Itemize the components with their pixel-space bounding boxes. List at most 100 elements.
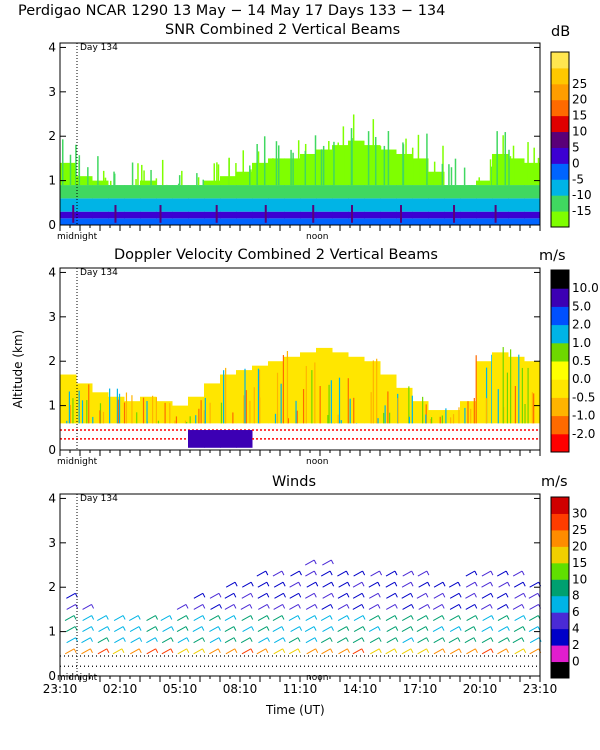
x-tick-label: 23:10 — [43, 682, 78, 696]
x-tick-label: 08:10 — [223, 682, 258, 696]
colorbar-swatch — [551, 306, 569, 326]
colorbar-swatch — [551, 115, 569, 133]
x-axis-label: Time (UT) — [266, 703, 325, 717]
panel-1-ytick-label: 1 — [48, 174, 56, 188]
panel-3-ytick-label: 0 — [48, 669, 56, 683]
panel-3-ytick-label: 1 — [48, 625, 56, 639]
panel-2-ytick-label: 0 — [48, 443, 56, 457]
colorbar-swatch — [551, 67, 569, 85]
panel-1-ytick-label: 4 — [48, 40, 56, 54]
x-tick-label: 02:10 — [103, 682, 138, 696]
colorbar-swatch — [551, 497, 569, 514]
panel-2-colorbar-label: -2.0 — [572, 427, 595, 441]
x-tick-label: 14:10 — [343, 682, 378, 696]
page-title: Perdigao NCAR 1290 13 May − 14 May 17 Da… — [18, 3, 446, 19]
colorbar-swatch — [551, 628, 569, 646]
panel-1-ytick-label: 3 — [48, 85, 56, 99]
panel-3-colorbar-label: 8 — [572, 589, 580, 603]
panel-3-colorbar-label: 30 — [572, 506, 587, 520]
panel-1-colorbar-frame — [550, 51, 570, 228]
panel-1-colorbar-label: 10 — [572, 125, 587, 139]
colorbar-swatch — [551, 324, 569, 344]
panel-1-midnight-label: midnight — [57, 232, 98, 242]
colorbar-swatch — [551, 562, 569, 580]
colorbar-swatch — [551, 195, 569, 212]
panel-3-ytick-label: 3 — [48, 536, 56, 550]
panel-3-colorbar-label: 10 — [572, 572, 587, 586]
panel-2-colorbar-label: -0.5 — [572, 390, 595, 404]
panel-2-title: Doppler Velocity Combined 2 Vertical Bea… — [114, 247, 438, 263]
colorbar-swatch — [551, 52, 569, 69]
colorbar-swatch — [551, 415, 569, 435]
panel-3-day-marker: Day 134 — [80, 494, 118, 504]
colorbar-swatch — [551, 211, 569, 228]
panel-2-ytick-label: 4 — [48, 265, 56, 279]
panel-1-unit: dB — [551, 24, 571, 40]
colorbar-swatch — [551, 179, 569, 196]
panel-2-ytick-label: 1 — [48, 399, 56, 413]
colorbar-swatch — [551, 99, 569, 117]
panel-3-colorbar-label: 4 — [572, 622, 580, 636]
panel-2-colorbar-frame — [550, 269, 570, 453]
panel-1-ytick-label: 0 — [48, 218, 56, 232]
panel-1-day-marker: Day 134 — [80, 43, 118, 53]
panel-3-colorbar-label: 15 — [572, 556, 587, 570]
colorbar-swatch — [551, 131, 569, 148]
colorbar-swatch — [551, 612, 569, 630]
panel-1-plot — [60, 114, 541, 225]
panel-2-colorbar-label: 1.0 — [572, 336, 591, 350]
panel-1-colorbar-label: -5 — [572, 172, 584, 186]
panel-3-colorbar-label: 20 — [572, 539, 587, 553]
x-tick-label: 20:10 — [463, 682, 498, 696]
panel-1-ytick-label: 2 — [48, 129, 56, 143]
panel-3-colorbar-label: 0 — [572, 655, 580, 669]
panel-2-midnight-label: midnight — [57, 457, 98, 467]
panel-3-midnight-label: midnight — [57, 673, 98, 683]
panel-2-colorbar — [551, 270, 569, 453]
colorbar-swatch — [551, 270, 569, 289]
panel-1-colorbar-label: 5 — [572, 140, 580, 154]
colorbar-swatch — [551, 397, 569, 417]
panel-1-colorbar — [551, 52, 569, 228]
panel-3-unit: m/s — [541, 474, 568, 490]
panel-2-colorbar-label: 10.0 — [572, 281, 599, 295]
panel-3-colorbar-label: 2 — [572, 638, 580, 652]
panel-1-colorbar-label: 20 — [572, 93, 587, 107]
colorbar-swatch — [551, 288, 569, 307]
colorbar-swatch — [551, 595, 569, 613]
colorbar-swatch — [551, 342, 569, 362]
panel-2-ytick-label: 2 — [48, 354, 56, 368]
x-tick-label: 23:10 — [523, 682, 558, 696]
x-tick-label: 05:10 — [163, 682, 198, 696]
panel-1-colorbar-label: 15 — [572, 109, 587, 123]
panel-3-colorbar-label: 6 — [572, 605, 580, 619]
colorbar-swatch — [551, 163, 569, 180]
colorbar-swatch — [551, 661, 569, 679]
colorbar-swatch — [551, 529, 569, 547]
colorbar-swatch — [551, 579, 569, 597]
panel-1-title: SNR Combined 2 Vertical Beams — [165, 22, 401, 38]
panel-3-ytick-label: 2 — [48, 580, 56, 594]
colorbar-swatch — [551, 361, 569, 380]
colorbar-swatch — [551, 546, 569, 564]
x-tick-label: 11:10 — [283, 682, 318, 696]
colorbar-swatch — [551, 147, 569, 164]
panel-3-noon-label: noon — [306, 673, 329, 683]
panel-2-plot — [60, 347, 541, 448]
panel-1-colorbar-label: -15 — [572, 204, 592, 218]
panel-3-colorbar — [551, 497, 569, 679]
colorbar-swatch — [551, 433, 569, 453]
panel-2-colorbar-label: 5.0 — [572, 299, 591, 313]
x-tick-label: 17:10 — [403, 682, 438, 696]
panel-3-title: Winds — [272, 474, 316, 490]
panel-2-day-marker: Day 134 — [80, 268, 118, 278]
colorbar-swatch — [551, 645, 569, 663]
panel-2-ytick-label: 3 — [48, 310, 56, 324]
panel-3-ytick-label: 4 — [48, 491, 56, 505]
panel-1-noon-label: noon — [306, 232, 329, 242]
panel-1-colorbar-label: 25 — [572, 77, 587, 91]
panel-2-colorbar-label: -1.0 — [572, 409, 595, 423]
panel-2-colorbar-label: 2.0 — [572, 318, 591, 332]
panel-2-colorbar-label: 0.5 — [572, 354, 591, 368]
